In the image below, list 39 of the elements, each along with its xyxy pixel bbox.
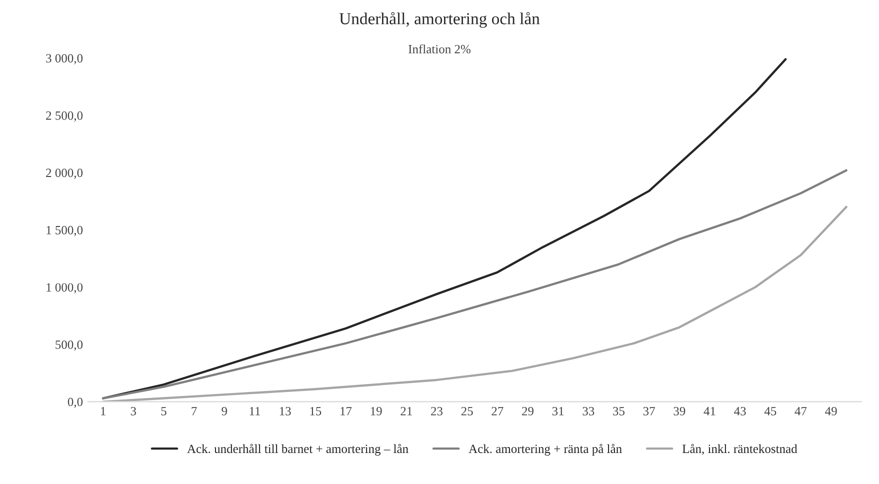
line-series [102,206,848,402]
y-tick-label: 3 000,0 [46,54,83,64]
x-tick-label: 5 [161,407,166,416]
y-tick-label: 2 000,0 [46,168,83,179]
x-tick-label: 21 [400,406,412,416]
x-tick-label: 37 [643,406,655,416]
x-tick-label: 31 [552,406,564,416]
chart-title: Underhåll, amortering och lån [339,12,540,28]
y-tick-label: 1 000,0 [46,283,83,294]
x-tick-label: 47 [794,407,807,416]
x-tick-label: 41 [704,407,716,416]
chart-subtitle: Inflation 2% [408,44,470,54]
y-tick-label: 0,0 [68,398,83,408]
x-tick-label: 49 [825,406,837,416]
x-tick-label: 7 [192,407,197,416]
legend-label: Ack. underhåll till barnet + amortering – lån [187,444,408,456]
legend-label: Ack. amortering + ränta på lån [468,444,622,456]
x-tick-label: 23 [431,406,443,416]
y-tick-label: 1 500,0 [46,226,83,236]
x-tick-label: 45 [764,407,776,416]
x-tick-label: 27 [492,406,504,416]
line-series [102,169,848,400]
x-tick-label: 17 [340,407,352,416]
x-tick-label: 13 [280,406,291,416]
x-tick-label: 35 [613,406,625,416]
x-tick-label: 29 [522,406,534,416]
x-tick-label: 19 [370,406,382,416]
x-tick-label: 1 [101,407,106,416]
x-tick-label: 33 [582,406,594,416]
y-tick-label: 2 500,0 [46,111,83,122]
x-tick-label: 9 [222,406,228,416]
x-tick-label: 3 [130,406,136,416]
x-tick-label: 25 [461,406,473,416]
x-tick-label: 15 [310,407,322,416]
x-tick-label: 11 [250,407,260,416]
legend-label: Lån, inkl. räntekostnad [682,444,798,455]
x-tick-label: 39 [674,406,686,416]
y-tick-label: 500,0 [56,340,83,351]
x-tick-label: 43 [734,406,746,416]
